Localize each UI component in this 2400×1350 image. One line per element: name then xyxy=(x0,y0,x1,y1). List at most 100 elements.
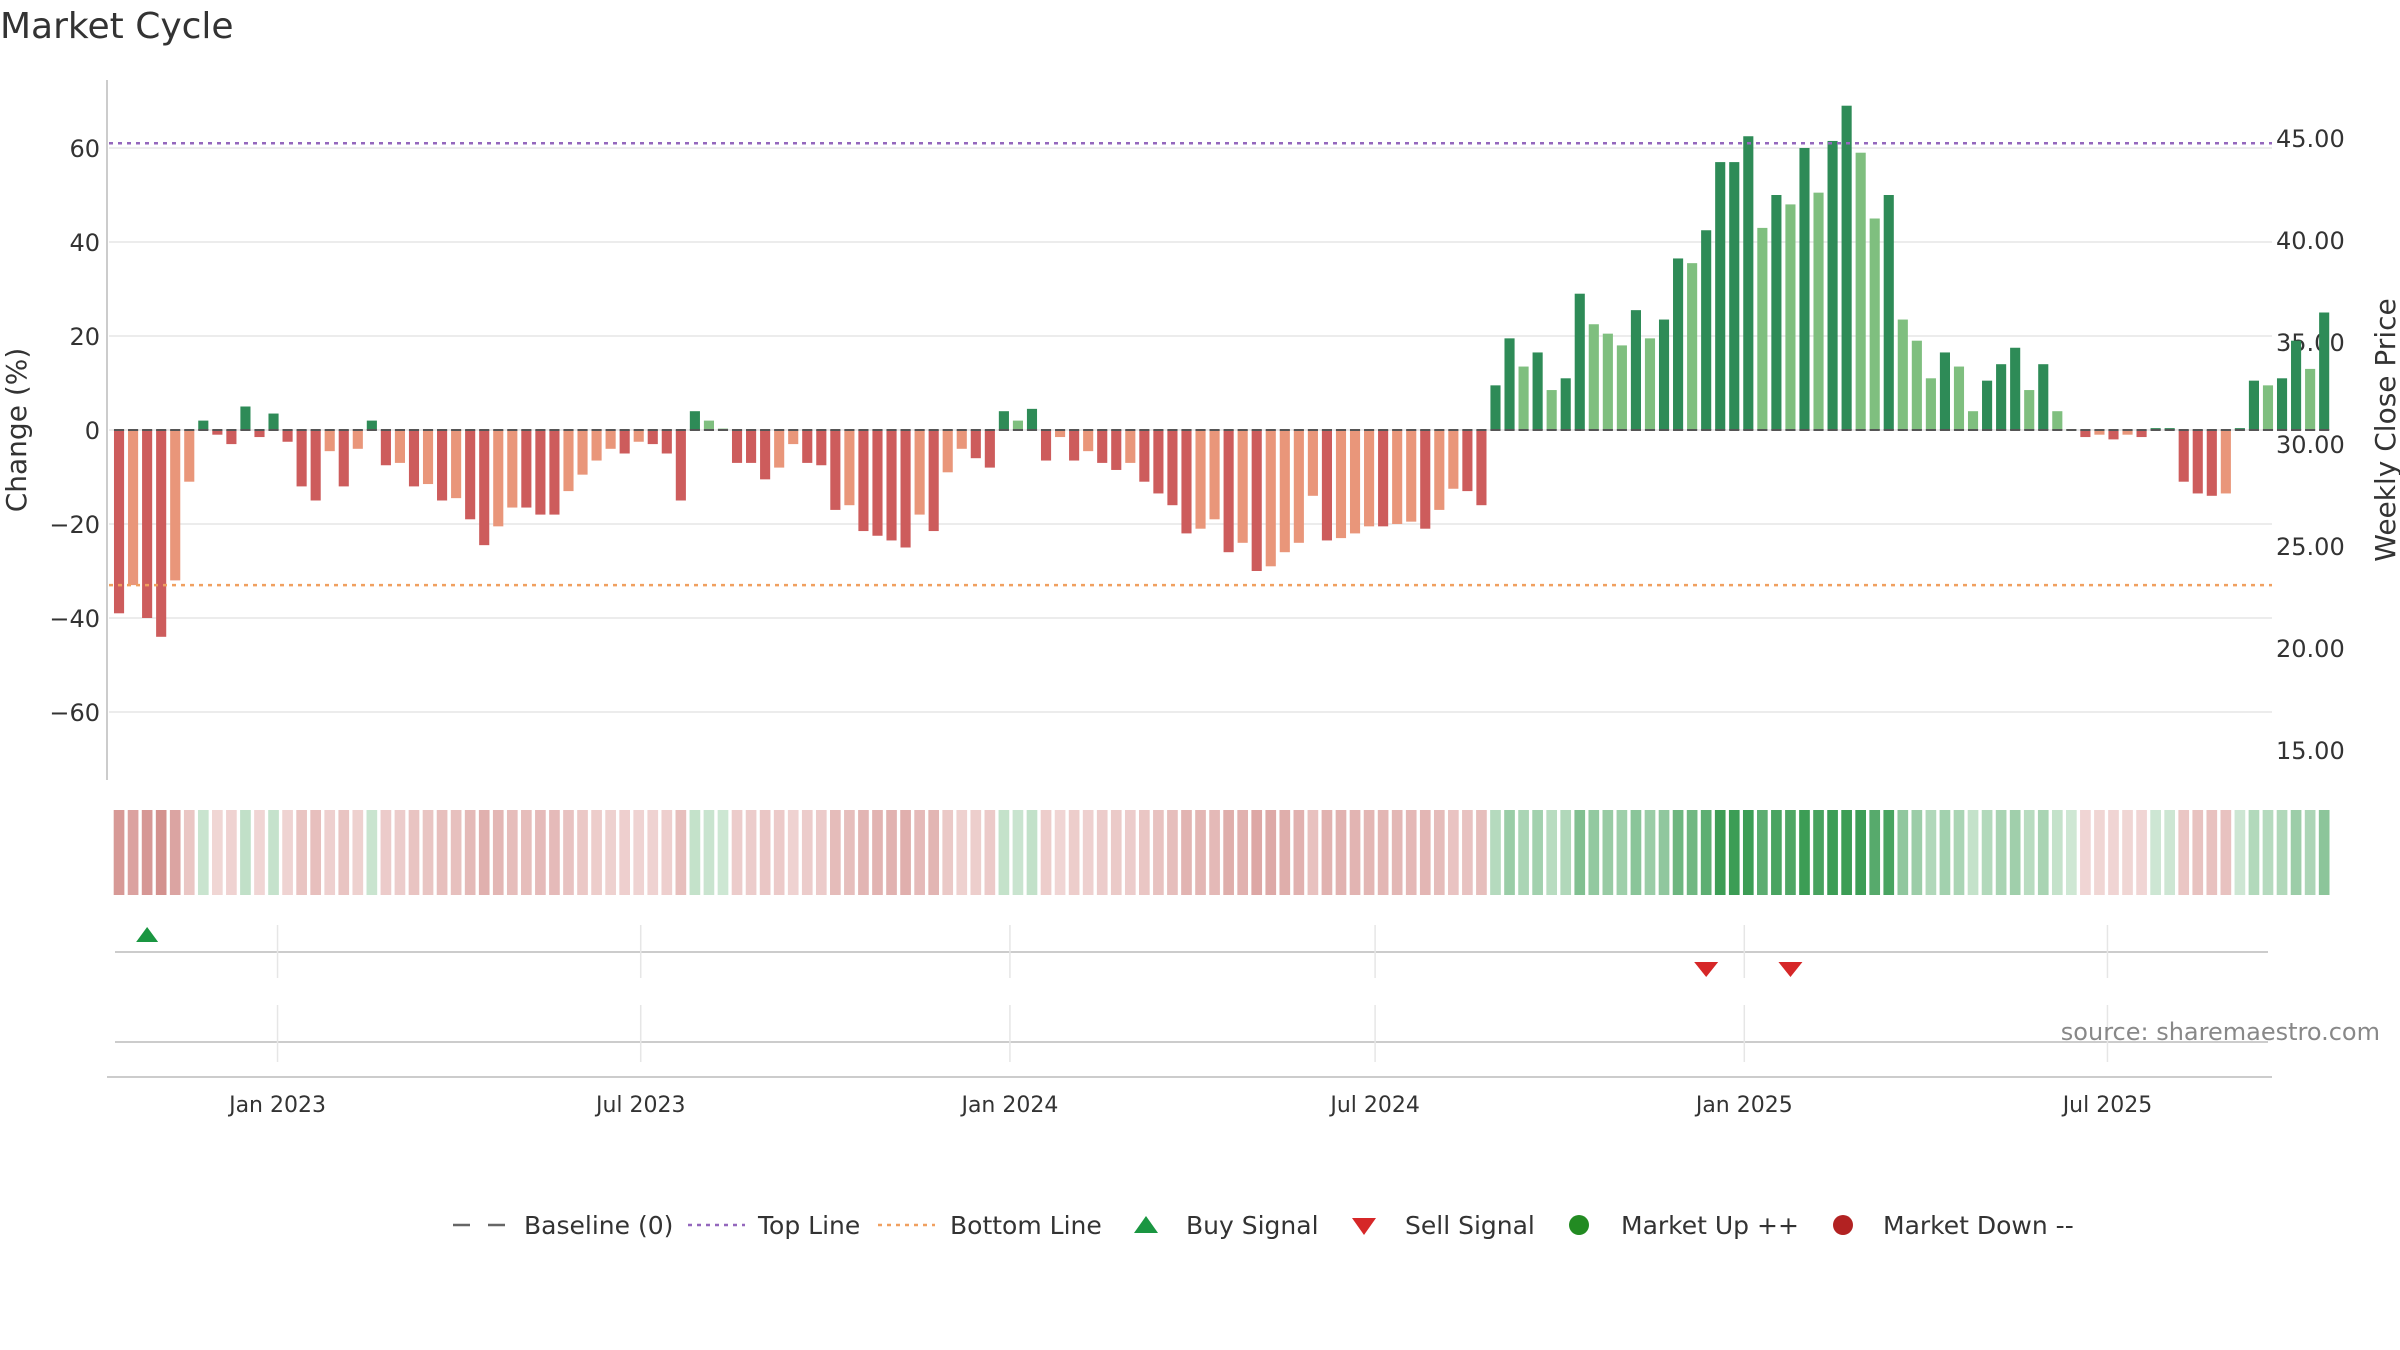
heat-cell xyxy=(1321,810,1333,895)
change-bar xyxy=(2038,364,2049,430)
heat-cell xyxy=(745,810,757,895)
heat-cell xyxy=(633,810,645,895)
y2-tick-label: 35.00 xyxy=(2276,329,2345,357)
y-tick-label: −40 xyxy=(49,605,100,633)
heat-cell xyxy=(1588,810,1600,895)
y2-tick-label: 30.00 xyxy=(2276,431,2345,459)
y-tick-label: −60 xyxy=(49,699,100,727)
heat-cell xyxy=(1153,810,1164,895)
heat-cell xyxy=(731,810,743,895)
heat-cell xyxy=(942,810,954,895)
change-bar xyxy=(1518,366,1529,430)
y2-tick-label: 25.00 xyxy=(2276,533,2345,561)
y2-tick-label: 40.00 xyxy=(2276,227,2345,255)
heat-cell xyxy=(2051,810,2063,895)
change-bar xyxy=(451,430,462,499)
change-bar xyxy=(1392,430,1403,524)
change-bar xyxy=(563,430,574,492)
heat-cell xyxy=(647,810,659,895)
heat-cell xyxy=(1995,810,2007,895)
change-bar xyxy=(661,430,672,454)
change-bar xyxy=(184,430,195,482)
change-bar xyxy=(1279,430,1290,553)
y-tick-label: 40 xyxy=(69,229,100,257)
heat-cell xyxy=(1700,810,1712,895)
legend-item: Top Line xyxy=(688,1211,860,1240)
source-label: source: sharemaestro.com xyxy=(2061,1018,2380,1046)
change-bar xyxy=(535,430,546,515)
heat-cell xyxy=(2178,810,2190,895)
change-bar xyxy=(802,430,813,463)
heat-cell xyxy=(1518,810,1529,895)
date-gridlines xyxy=(276,925,2109,1062)
heat-cell xyxy=(1644,810,1656,895)
heat-cell xyxy=(1925,810,1937,895)
y-tick-label: 20 xyxy=(69,323,100,351)
heat-cell xyxy=(1757,810,1768,895)
change-bar xyxy=(1293,430,1304,543)
heat-cell xyxy=(1686,810,1698,895)
change-bar xyxy=(1925,378,1936,430)
legend-label: Sell Signal xyxy=(1405,1211,1535,1240)
change-bar xyxy=(928,430,939,532)
heat-cell xyxy=(141,810,153,895)
heat-cell xyxy=(1869,810,1881,895)
y-tick-label: 60 xyxy=(69,135,100,163)
heat-cell xyxy=(815,810,827,895)
change-bar xyxy=(956,430,967,449)
heat-cell xyxy=(759,810,771,895)
heat-cell xyxy=(1490,810,1501,895)
heat-cell xyxy=(2122,810,2133,895)
heat-cell xyxy=(127,810,139,895)
change-bar xyxy=(1055,430,1066,438)
change-bar xyxy=(296,430,307,487)
change-bar xyxy=(1911,340,1922,430)
heat-cell xyxy=(2108,810,2119,895)
change-bar xyxy=(844,430,855,506)
change-bar xyxy=(1476,430,1487,506)
change-bar xyxy=(479,430,490,546)
heat-cell xyxy=(436,810,448,895)
change-bar xyxy=(1616,345,1627,430)
x-axis-ticks: Jan 2023 Jul 2023 Jan 2024 Jul 2024 Jan 2025… xyxy=(227,1093,2152,1118)
change-bar xyxy=(2136,430,2147,438)
change-bar xyxy=(338,430,349,487)
change-bar xyxy=(1715,162,1726,430)
heat-cell xyxy=(268,810,279,895)
heat-cell xyxy=(1349,810,1361,895)
change-bar xyxy=(1083,430,1094,452)
change-bar xyxy=(408,430,420,487)
change-bar xyxy=(1673,258,1684,430)
heat-cell xyxy=(2094,810,2105,895)
heat-cell xyxy=(563,810,574,895)
heat-cell xyxy=(2066,810,2077,895)
left-y-axis-ticks: 60 40 20 0 −20 −40 −60 xyxy=(49,135,100,727)
heat-cell xyxy=(2234,810,2246,895)
heat-cell xyxy=(970,810,982,895)
change-bar xyxy=(422,430,434,485)
change-bar xyxy=(746,430,757,463)
heat-cell xyxy=(675,810,687,895)
heat-cell xyxy=(1714,810,1726,895)
change-bar xyxy=(1420,430,1431,529)
heat-cell xyxy=(1223,810,1234,895)
change-bar xyxy=(2220,430,2231,494)
heat-cell xyxy=(998,810,1010,895)
heat-cell xyxy=(240,810,251,895)
change-bar xyxy=(310,430,321,501)
change-bar xyxy=(1265,430,1276,567)
change-bar xyxy=(268,413,279,430)
heat-cell xyxy=(2248,810,2260,895)
change-bar xyxy=(549,430,560,515)
change-bar xyxy=(1364,430,1375,527)
change-bar xyxy=(1125,430,1136,463)
change-bar xyxy=(984,430,995,468)
change-bar xyxy=(1406,430,1417,522)
heat-cell xyxy=(464,810,476,895)
heat-cell xyxy=(1096,810,1108,895)
change-bar xyxy=(1757,227,1768,430)
legend-item: Buy Signal xyxy=(1134,1211,1319,1240)
heat-cell xyxy=(1209,810,1220,895)
heat-cell xyxy=(956,810,968,895)
